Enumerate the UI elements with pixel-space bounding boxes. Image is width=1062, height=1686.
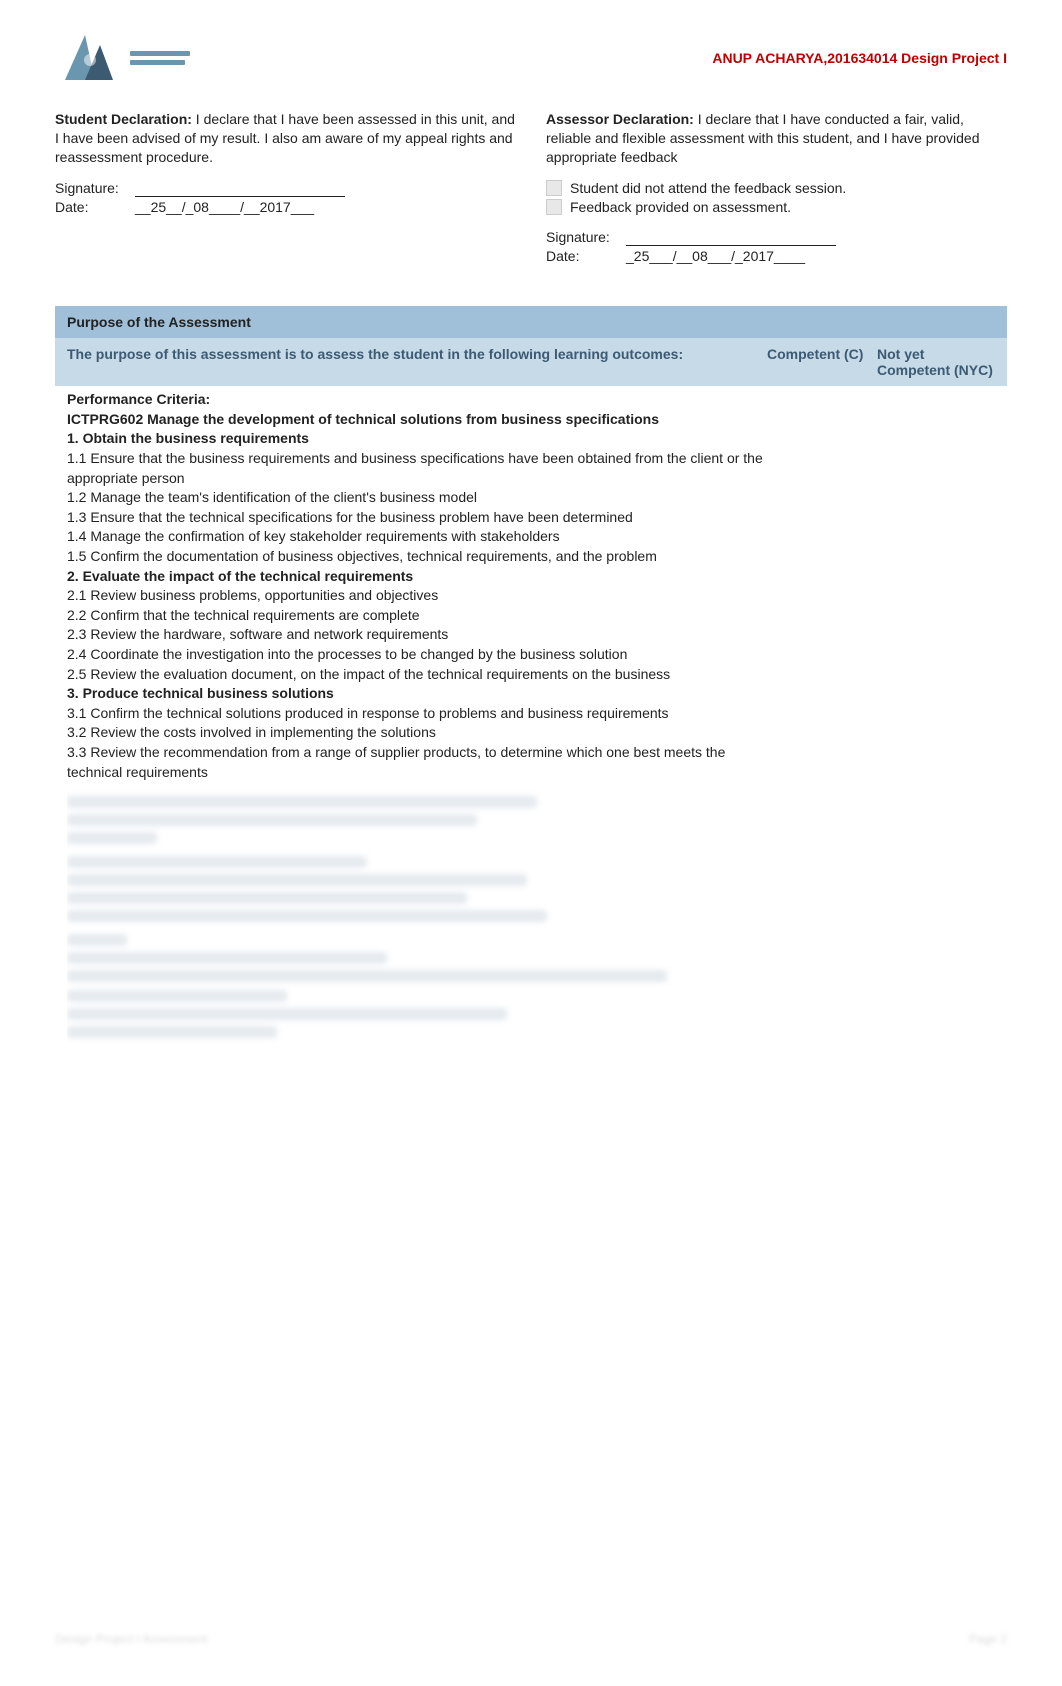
declarations-row: Student Declaration: I declare that I ha… (55, 110, 1007, 266)
check1-label: Student did not attend the feedback sess… (570, 179, 846, 198)
blurred-content-area (67, 790, 995, 1070)
assessor-decl-label: Assessor Declaration: (546, 111, 694, 127)
checkbox-feedback[interactable] (546, 199, 562, 215)
unit-title: ICTPRG602 Manage the development of tech… (67, 410, 995, 430)
assessor-date-value: _25___/__08___/_2017____ (626, 247, 805, 266)
date-value: __25__/_08____/__2017___ (135, 198, 314, 217)
purpose-title: Purpose of the Assessment (55, 306, 1007, 338)
criteria-1-4: 1.4 Manage the confirmation of key stake… (67, 527, 767, 547)
logo-icon (55, 30, 120, 85)
criteria-body: Performance Criteria: ICTPRG602 Manage t… (55, 386, 1007, 782)
criteria-1-2: 1.2 Manage the team's identification of … (67, 488, 767, 508)
section3-title: 3. Produce technical business solutions (67, 684, 995, 704)
signature-label: Signature: (55, 179, 127, 198)
nyc-heading: Not yet Competent (NYC) (877, 346, 995, 378)
criteria-1-3: 1.3 Ensure that the technical specificat… (67, 508, 767, 528)
outcomes-heading: The purpose of this assessment is to ass… (67, 346, 767, 378)
criteria-1-1: 1.1 Ensure that the business requirement… (67, 449, 767, 488)
assessor-date-label: Date: (546, 247, 618, 266)
criteria-3-1: 3.1 Confirm the technical solutions prod… (67, 704, 767, 724)
criteria-1-5: 1.5 Confirm the documentation of busines… (67, 547, 767, 567)
criteria-2-4: 2.4 Coordinate the investigation into th… (67, 645, 767, 665)
footer-right: Page 2 (969, 1632, 1007, 1646)
checkbox-not-attend[interactable] (546, 180, 562, 196)
performance-criteria-title: Performance Criteria: (67, 390, 995, 410)
logo-area (55, 30, 190, 85)
signature-line[interactable] (135, 179, 345, 197)
page-title: ANUP ACHARYA,201634014 Design Project I (712, 50, 1007, 66)
page-footer: Design Project I Assessment Page 2 (55, 1632, 1007, 1646)
competent-heading: Competent (C) (767, 346, 877, 378)
section2-title: 2. Evaluate the impact of the technical … (67, 567, 995, 587)
criteria-3-3: 3.3 Review the recommendation from a ran… (67, 743, 767, 782)
footer-left: Design Project I Assessment (55, 1632, 208, 1646)
criteria-2-5: 2.5 Review the evaluation document, on t… (67, 665, 767, 685)
check2-label: Feedback provided on assessment. (570, 198, 791, 217)
section1-title: 1. Obtain the business requirements (67, 429, 995, 449)
page-header: ANUP ACHARYA,201634014 Design Project I (55, 30, 1007, 85)
outcomes-header-row: The purpose of this assessment is to ass… (55, 338, 1007, 386)
logo-text (130, 51, 190, 65)
criteria-2-3: 2.3 Review the hardware, software and ne… (67, 625, 767, 645)
assessor-signature-label: Signature: (546, 228, 618, 247)
assessor-signature-line[interactable] (626, 228, 836, 246)
date-label: Date: (55, 198, 127, 217)
student-decl-label: Student Declaration: (55, 111, 192, 127)
criteria-2-1: 2.1 Review business problems, opportunit… (67, 586, 767, 606)
criteria-3-2: 3.2 Review the costs involved in impleme… (67, 723, 767, 743)
criteria-2-2: 2.2 Confirm that the technical requireme… (67, 606, 767, 626)
assessor-declaration: Assessor Declaration: I declare that I h… (546, 110, 1007, 266)
student-declaration: Student Declaration: I declare that I ha… (55, 110, 516, 266)
page-container: ANUP ACHARYA,201634014 Design Project I … (0, 0, 1062, 1686)
